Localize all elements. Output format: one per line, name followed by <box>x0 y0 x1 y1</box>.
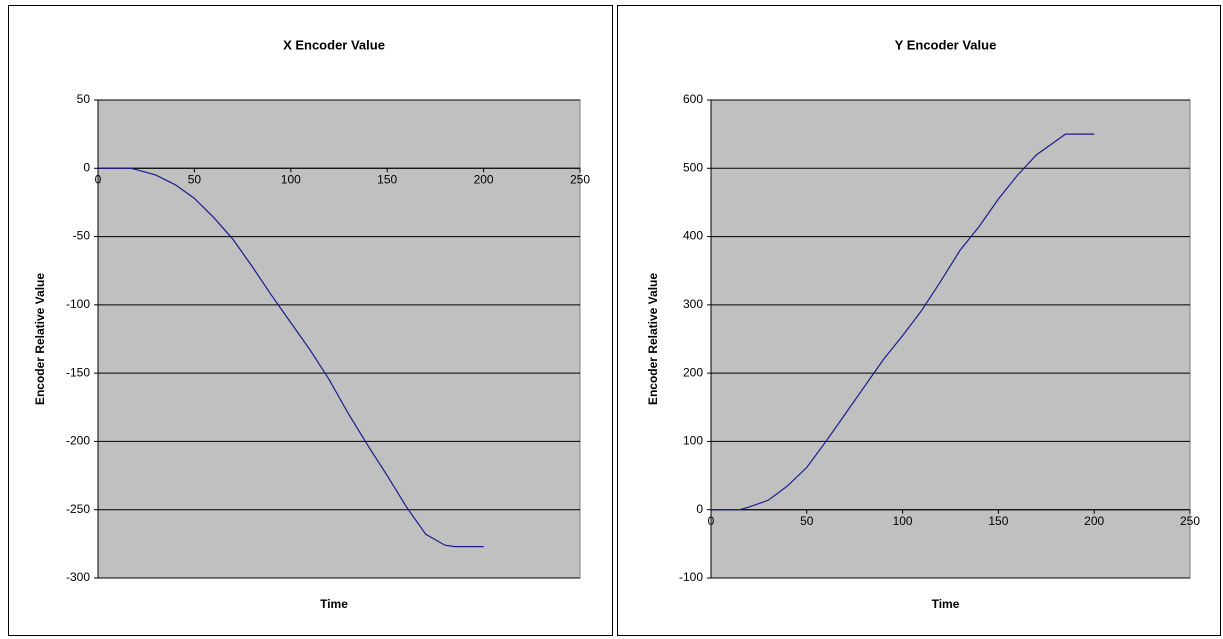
y-tick-label: -100 <box>679 570 703 584</box>
x-tick-label: 100 <box>893 514 913 528</box>
y-axis-label: Encoder Relative Value <box>33 273 47 405</box>
plot-area <box>710 99 1191 579</box>
x-tick-label: 200 <box>1084 514 1104 528</box>
y-tick-label: 500 <box>683 160 703 174</box>
x-tick-label: 0 <box>708 514 715 528</box>
y-tick-label: 400 <box>683 229 703 243</box>
y-tick-label: 100 <box>683 434 703 448</box>
y-tick-label: -100 <box>66 297 90 311</box>
x-tick-label: 0 <box>95 172 102 186</box>
x-tick-label: 150 <box>377 172 397 186</box>
x-tick-label: 200 <box>474 172 494 186</box>
y-tick-label: 600 <box>683 92 703 106</box>
y-tick-label: -250 <box>66 502 90 516</box>
data-line <box>98 167 484 548</box>
y-tick-label: 50 <box>77 92 91 106</box>
x-tick-label: 50 <box>188 172 202 186</box>
y-tick-label: 0 <box>83 160 90 174</box>
x-tick-label: 150 <box>988 514 1008 528</box>
y-tick-label: 200 <box>683 365 703 379</box>
y-tick-label: -50 <box>73 229 91 243</box>
x-tick-label: 250 <box>570 172 590 186</box>
y-tick-label: 0 <box>696 502 703 516</box>
chart-title: Y Encoder Value <box>895 37 997 52</box>
y-axis-label: Encoder Relative Value <box>646 273 660 405</box>
y-tick-label: -200 <box>66 434 90 448</box>
x-tick-label: 250 <box>1180 514 1200 528</box>
x-axis-label: Time <box>932 597 960 611</box>
chart-title: X Encoder Value <box>283 37 385 52</box>
x-tick-label: 50 <box>800 514 814 528</box>
y-tick-label: -150 <box>66 365 90 379</box>
data-line <box>711 133 1095 511</box>
x-tick-label: 100 <box>281 172 301 186</box>
plot-area <box>97 99 581 579</box>
x-axis-label: Time <box>320 597 348 611</box>
y-tick-label: -300 <box>66 570 90 584</box>
y-tick-label: 300 <box>683 297 703 311</box>
